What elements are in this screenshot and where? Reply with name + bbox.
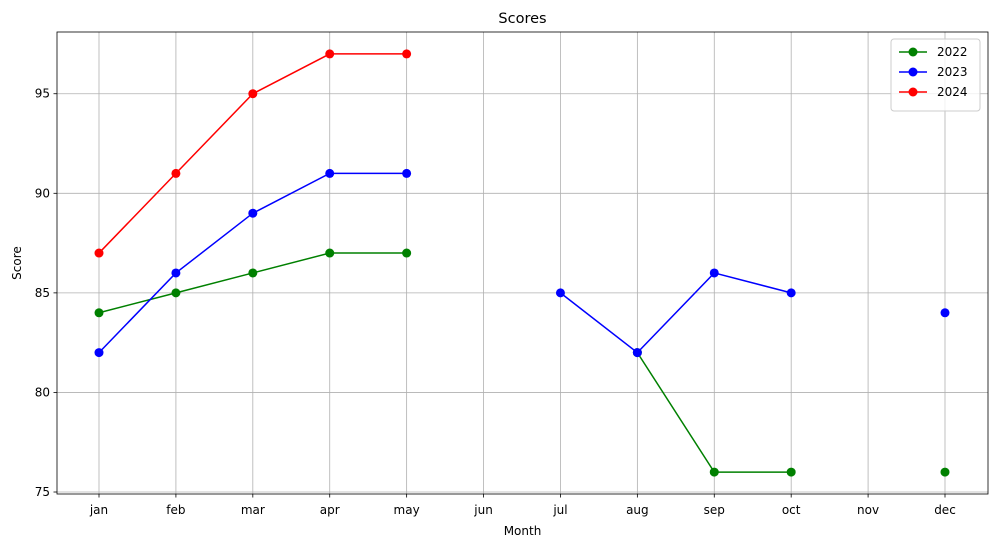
- x-tick-label: jan: [89, 503, 108, 517]
- y-tick-label: 85: [35, 286, 50, 300]
- series-2024: [94, 49, 412, 258]
- data-point-2022: [709, 467, 719, 477]
- legend-item-2022: 2022: [899, 45, 968, 59]
- ticks-layer: jan feb mar apr may jun jul aug sep oct nov dec 75 80…: [35, 87, 956, 517]
- x-tick-label: may: [394, 503, 420, 517]
- legend-label: 2024: [937, 85, 968, 99]
- data-point-2023: [709, 268, 719, 278]
- legend-item-2024: 2024: [899, 85, 968, 99]
- data-point-2023: [325, 168, 335, 178]
- data-point-2023: [786, 288, 796, 298]
- data-point-2024: [94, 248, 104, 258]
- legend: 2022 2023 2024: [890, 38, 981, 112]
- y-axis-label: Score: [10, 246, 24, 280]
- y-tick-label: 95: [35, 87, 50, 101]
- x-axis-label: Month: [504, 524, 542, 538]
- x-tick-label: jul: [552, 503, 567, 517]
- legend-marker: [908, 87, 918, 97]
- plot-frame: [56, 31, 989, 495]
- x-tick-label: nov: [857, 503, 879, 517]
- data-point-2023: [402, 168, 412, 178]
- data-point-2023: [940, 308, 950, 318]
- y-tick-label: 80: [35, 385, 50, 399]
- data-point-2022: [248, 268, 258, 278]
- data-point-2023: [94, 348, 104, 358]
- legend-label: 2022: [937, 45, 968, 59]
- legend-marker: [908, 47, 918, 57]
- series-layer: [94, 49, 950, 477]
- legend-item-2023: 2023: [899, 65, 968, 79]
- x-tick-label: oct: [782, 503, 801, 517]
- legend-marker: [908, 67, 918, 77]
- x-tick-label: apr: [320, 503, 340, 517]
- x-tick-label: feb: [166, 503, 185, 517]
- x-tick-label: jun: [473, 503, 493, 517]
- data-point-2022: [94, 308, 104, 318]
- x-tick-label: mar: [241, 503, 265, 517]
- grid-layer: [57, 32, 988, 494]
- data-point-2024: [248, 89, 258, 99]
- x-tick-label: sep: [704, 503, 725, 517]
- data-point-2022: [402, 248, 412, 258]
- series-line-2023: [559, 272, 792, 354]
- series-2022: [94, 248, 950, 477]
- y-tick-label: 90: [35, 186, 50, 200]
- data-point-2022: [786, 467, 796, 477]
- data-point-2023: [171, 268, 181, 278]
- data-point-2023: [555, 288, 565, 298]
- data-point-2023: [632, 348, 642, 358]
- y-tick-label: 75: [35, 485, 50, 499]
- data-point-2022: [940, 467, 950, 477]
- data-point-2024: [402, 49, 412, 59]
- data-point-2022: [325, 248, 335, 258]
- data-point-2024: [171, 168, 181, 178]
- chart-title: Scores: [498, 11, 546, 27]
- data-point-2024: [325, 49, 335, 59]
- legend-label: 2023: [937, 65, 968, 79]
- data-point-2022: [171, 288, 181, 298]
- x-tick-label: aug: [626, 503, 649, 517]
- series-2023: [94, 168, 950, 358]
- x-tick-label: dec: [934, 503, 956, 517]
- data-point-2023: [248, 208, 258, 218]
